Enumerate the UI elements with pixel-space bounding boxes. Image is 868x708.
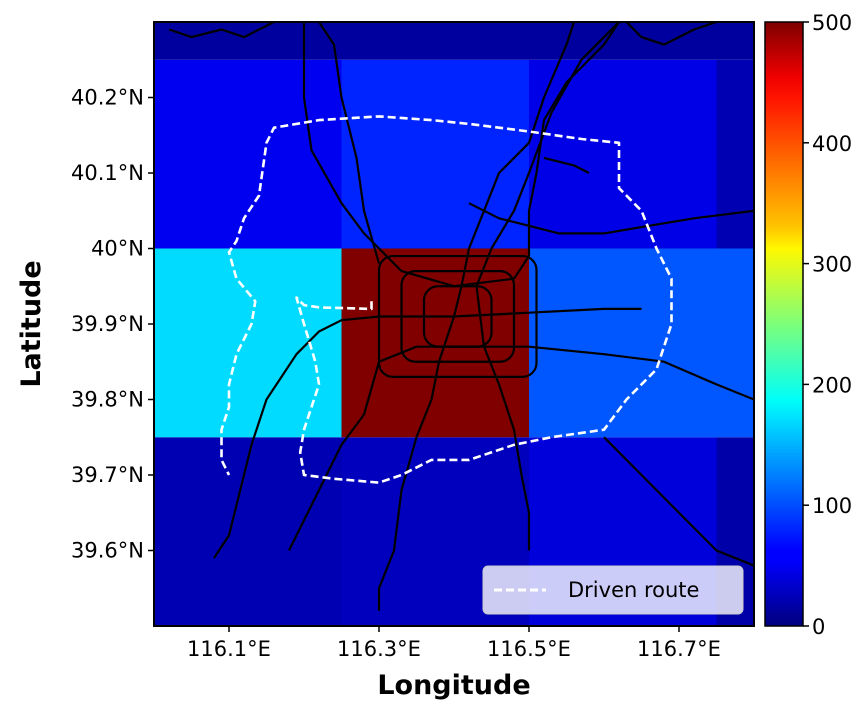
heatmap-cell bbox=[154, 437, 342, 626]
y-tick-label: 39.9°N bbox=[71, 312, 144, 336]
heatmap-cell bbox=[341, 22, 529, 60]
x-tick-label: 116.7°E bbox=[637, 637, 721, 661]
driven-route-line bbox=[220, 115, 673, 484]
legend-box bbox=[482, 565, 744, 615]
y-tick-label: 39.8°N bbox=[71, 388, 144, 412]
x-axis-title: Longitude bbox=[377, 670, 530, 701]
heatmap-cell bbox=[341, 248, 529, 438]
colorbar-gradient bbox=[764, 21, 804, 627]
subway-line bbox=[168, 22, 275, 39]
subway-line bbox=[302, 22, 620, 288]
colorbar-ticks: 0 100 200 300 400 500 bbox=[803, 11, 852, 639]
subway-line bbox=[377, 22, 576, 611]
x-tick-label: 116.1°E bbox=[187, 637, 271, 661]
heatmap-cell bbox=[154, 248, 342, 438]
colorbar-tick-label: 200 bbox=[812, 373, 852, 397]
map-overlays bbox=[168, 22, 754, 611]
heatmap-cell bbox=[716, 22, 754, 60]
y-tick-label: 40°N bbox=[91, 237, 144, 261]
colorbar-tick-label: 400 bbox=[812, 132, 852, 156]
y-axis-title: Latitude bbox=[16, 260, 47, 387]
subway-line bbox=[288, 345, 754, 551]
subway-line bbox=[625, 22, 717, 46]
heatmap-cell bbox=[716, 248, 754, 438]
heatmap-cell bbox=[154, 59, 342, 249]
heatmap-cell bbox=[341, 59, 529, 249]
subway-line bbox=[475, 22, 620, 551]
colorbar-tick-label: 500 bbox=[812, 11, 852, 35]
y-tick-label: 39.7°N bbox=[71, 463, 144, 487]
colorbar-tick-label: 300 bbox=[812, 253, 852, 277]
colorbar: 0 100 200 300 400 500 bbox=[764, 11, 852, 639]
heatmap-cell bbox=[716, 59, 754, 249]
y-tick-label: 40.2°N bbox=[71, 86, 144, 110]
legend-entry-driven-route: Driven route bbox=[568, 578, 699, 602]
colorbar-tick-label: 0 bbox=[812, 615, 825, 639]
y-tick-label: 40.1°N bbox=[71, 161, 144, 185]
legend: Driven route bbox=[482, 565, 744, 615]
heatmap-cell bbox=[529, 248, 717, 438]
x-axis: 116.1°E 116.3°E 116.5°E 116.7°E bbox=[187, 626, 721, 661]
heatmap-cell bbox=[154, 22, 342, 60]
colorbar-tick-label: 100 bbox=[812, 494, 852, 518]
heatmap-cell bbox=[529, 22, 717, 60]
subway-line bbox=[318, 22, 381, 264]
subway-line bbox=[213, 307, 642, 559]
subway-line bbox=[543, 156, 590, 174]
x-tick-label: 116.5°E bbox=[487, 637, 571, 661]
x-tick-label: 116.3°E bbox=[337, 637, 421, 661]
subway-line bbox=[468, 202, 754, 235]
y-tick-label: 39.6°N bbox=[71, 539, 144, 563]
y-axis: 39.6°N 39.7°N 39.8°N 39.9°N 40°N 40.1°N 40.2°N bbox=[71, 86, 154, 563]
subway-line bbox=[603, 436, 754, 567]
heatmap-cells bbox=[154, 22, 754, 626]
